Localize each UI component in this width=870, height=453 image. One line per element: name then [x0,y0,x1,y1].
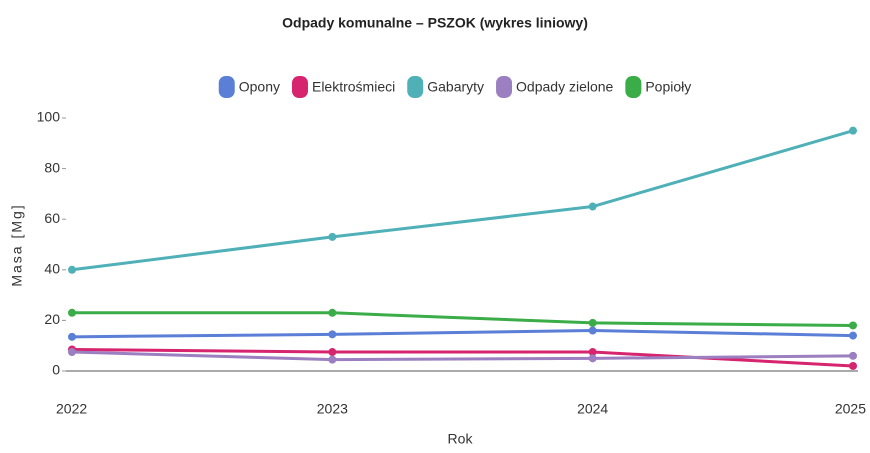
data-point [849,331,857,340]
data-point [328,232,337,241]
legend-marker [625,76,642,98]
x-tick-label: 2022 [56,401,87,417]
data-point [849,126,857,135]
x-tick-label: 2024 [577,401,608,417]
x-tick-label: 2025 [835,401,866,417]
series-line [71,329,854,339]
data-point [68,332,76,341]
data-point [588,318,597,327]
data-point [849,361,857,370]
y-tick-label: 60 [44,210,60,226]
data-point [849,321,857,330]
data-point [328,348,337,357]
y-axis-label: Masa [Mg] [9,203,25,286]
series-line [72,311,854,327]
data-point [328,330,337,339]
x-axis-label: Rok [448,431,474,447]
data-point [68,308,76,317]
series-line [71,347,854,368]
data-point [328,308,337,317]
legend-label: Elektrośmieci [312,79,395,95]
data-point [68,265,76,274]
chart-title: Odpady komunalne – PSZOK (wykres liniowy… [282,15,588,31]
y-tick-label: 100 [37,109,61,125]
data-point [588,326,597,335]
data-point [328,355,337,364]
legend-marker [496,76,513,98]
y-tick-label: 20 [44,311,60,327]
data-point [588,202,597,211]
legend-label: Opony [239,79,280,95]
legend-marker [218,76,235,98]
legend-marker [291,76,308,98]
series-line [71,350,854,362]
data-point [588,348,597,357]
legend-label: Popioły [645,79,691,95]
series-line [71,129,854,272]
y-tick-label: 80 [44,159,60,175]
data-point [588,354,597,363]
x-tick-label: 2023 [317,401,348,417]
y-tick-label: 0 [52,362,60,378]
y-tick-label: 40 [44,261,60,277]
data-point [849,351,857,360]
legend-label: Gabaryty [427,79,484,95]
data-point [68,348,76,357]
legend-label: Odpady zielone [516,79,614,95]
legend-marker [407,76,424,98]
